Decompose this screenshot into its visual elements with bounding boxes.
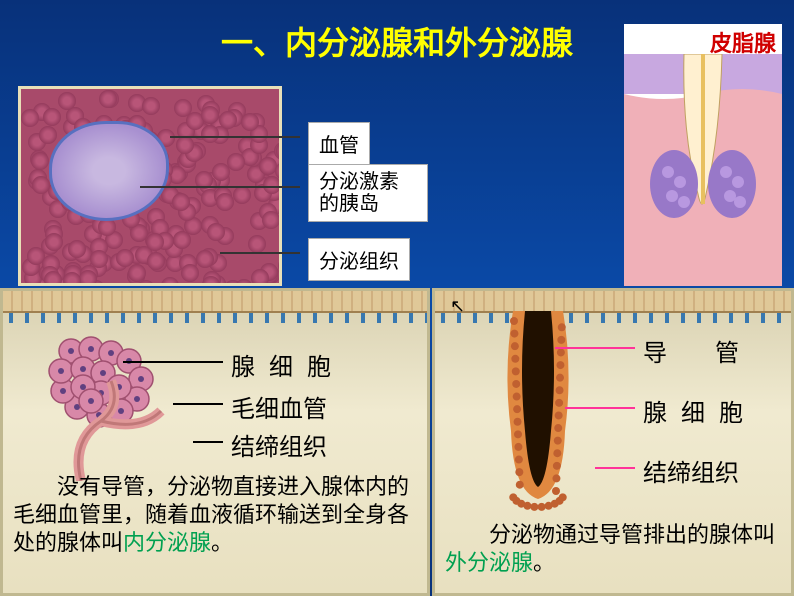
endocrine-svg — [11, 311, 221, 481]
leader-cap-l — [173, 403, 223, 405]
label-cell-r: 腺 细 胞 — [643, 393, 747, 428]
leader-cell-l — [123, 361, 223, 363]
label-tissue: 分泌组织 — [308, 238, 410, 281]
label-ct-r: 结缔组织 — [643, 453, 739, 488]
exocrine-panel: 导 管 腺 细 胞 结缔组织 分泌物通过导管排出的腺体叫外分泌腺。 — [432, 288, 794, 596]
epithelium-right — [435, 291, 791, 313]
label-ct-l: 结缔组织 — [231, 427, 327, 462]
endocrine-description: 没有导管，分泌物直接进入腺体内的毛细血管里，随着血液循环输送到全身各处的腺体叫内… — [13, 473, 417, 557]
leader-ct-l — [193, 441, 223, 443]
label-duct-r: 导 管 — [643, 333, 739, 368]
leader-tissue — [220, 252, 300, 254]
endocrine-panel: 腺 细 胞 毛细血管 结缔组织 没有导管，分泌物直接进入腺体内的毛细血管里，随着… — [0, 288, 430, 596]
leader-duct-r — [555, 347, 635, 349]
exocrine-svg — [443, 311, 633, 511]
sebaceous-svg — [624, 54, 782, 286]
label-vessel: 血管 — [308, 122, 370, 165]
endo-hl: 内分泌腺 — [123, 530, 211, 555]
label-cell-l: 腺 细 胞 — [231, 347, 335, 382]
leader-vessel — [170, 136, 300, 138]
endo-post: 。 — [211, 530, 233, 555]
exocrine-description: 分泌物通过导管排出的腺体叫外分泌腺。 — [445, 521, 781, 577]
epithelium-left — [3, 291, 427, 313]
cursor-icon: ↖ — [450, 296, 465, 317]
label-islet: 分泌激素的胰岛 — [308, 164, 428, 222]
exo-hl: 外分泌腺 — [445, 550, 533, 575]
exo-pre: 分泌物通过导管排出的腺体叫 — [489, 522, 775, 547]
exo-post: 。 — [533, 550, 555, 575]
leader-cell-r — [565, 407, 635, 409]
leader-islet — [140, 186, 300, 188]
sebaceous-diagram: 皮脂腺 — [624, 24, 782, 286]
label-cap-l: 毛细血管 — [231, 389, 327, 424]
leader-ct-r — [595, 467, 635, 469]
